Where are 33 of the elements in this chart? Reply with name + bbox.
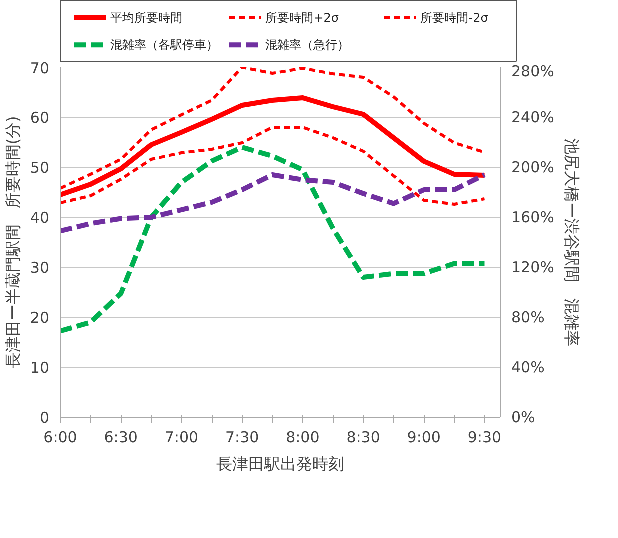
y-axis-title: 長津田ー半蔵門駅間 所要時間(分) [3, 116, 22, 369]
legend-label: 混雑率（各駅停車） [110, 38, 219, 52]
legend-label: 所要時間-2σ [420, 10, 489, 25]
y2-tick-label: 80% [512, 308, 545, 326]
y2-tick-label: 280% [512, 62, 554, 80]
line-series [60, 126, 486, 206]
y-tick-label: 50 [30, 159, 50, 177]
legend-label: 平均所要時間 [110, 10, 183, 25]
y2-axis-title: 池尻大橋ー渋谷駅間 混雑率 [562, 138, 582, 346]
x-tick-label: 6:30 [104, 428, 138, 446]
y2-tick-label: 120% [512, 258, 554, 276]
y-tick-label: 60 [30, 109, 50, 127]
y-tick-label: 70 [30, 60, 50, 78]
x-tick-label: 9:00 [407, 428, 441, 446]
y-tick-label: 10 [30, 359, 50, 377]
x-axis-title: 長津田駅出発時刻 [216, 454, 344, 474]
y2-tick-label: 200% [512, 158, 554, 176]
y2-tick-label: 240% [512, 108, 554, 126]
x-tick-label: 9:30 [468, 428, 502, 446]
x-tick-label: 8:00 [286, 428, 320, 446]
y2-tick-label: 0% [512, 408, 536, 426]
y2-tick-label: 160% [512, 208, 554, 226]
y-tick-label: 40 [30, 209, 50, 227]
legend-label: 所要時間+2σ [266, 10, 340, 25]
x-tick-label: 6:00 [44, 428, 78, 446]
x-tick-label: 8:30 [346, 428, 380, 446]
x-tick-label: 7:30 [225, 428, 260, 446]
x-tick-label: 7:00 [164, 428, 199, 446]
y-tick-label: 30 [30, 259, 50, 277]
y-tick-label: 20 [30, 309, 50, 327]
y2-tick-label: 40% [512, 358, 545, 376]
y-tick-label: 0 [40, 409, 50, 427]
legend-label: 混雑率（急行） [266, 38, 350, 52]
